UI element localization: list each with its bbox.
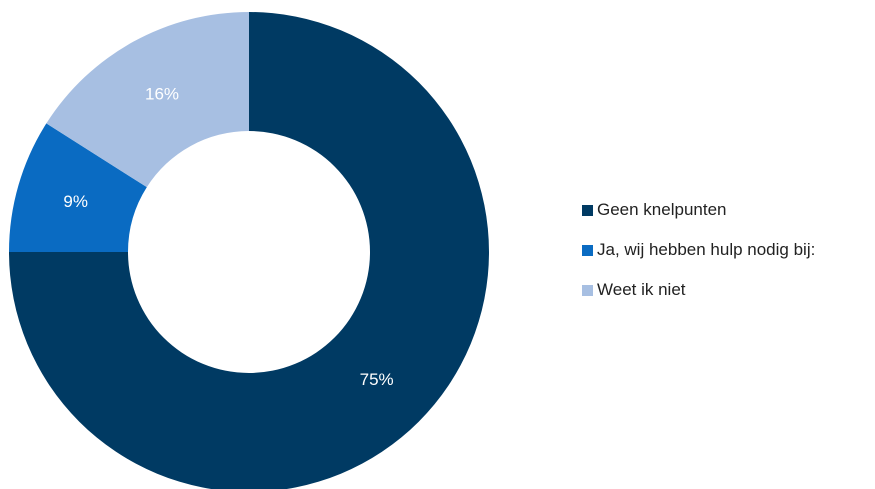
legend-item-2: Weet ik niet bbox=[582, 278, 815, 302]
legend-item-1: Ja, wij hebben hulp nodig bij: bbox=[582, 238, 815, 262]
legend-label-0: Geen knelpunten bbox=[597, 200, 727, 219]
slice-0 bbox=[9, 12, 489, 489]
slice-value-label-1: 9% bbox=[63, 192, 88, 211]
legend-item-0: Geen knelpunten bbox=[582, 198, 815, 222]
legend-label-1: Ja, wij hebben hulp nodig bij: bbox=[597, 240, 816, 259]
legend-swatch-2 bbox=[582, 284, 593, 296]
slice-1 bbox=[9, 123, 147, 252]
slice-2 bbox=[46, 12, 249, 188]
chart-legend: Geen knelpunten Ja, wij hebben hulp nodig… bbox=[582, 198, 815, 318]
slice-value-label-0: 75% bbox=[360, 370, 394, 389]
legend-label-2: Weet ik niet bbox=[597, 280, 686, 299]
legend-swatch-0 bbox=[582, 204, 593, 216]
slice-value-label-2: 16% bbox=[145, 84, 179, 103]
legend-swatch-1 bbox=[582, 244, 593, 256]
